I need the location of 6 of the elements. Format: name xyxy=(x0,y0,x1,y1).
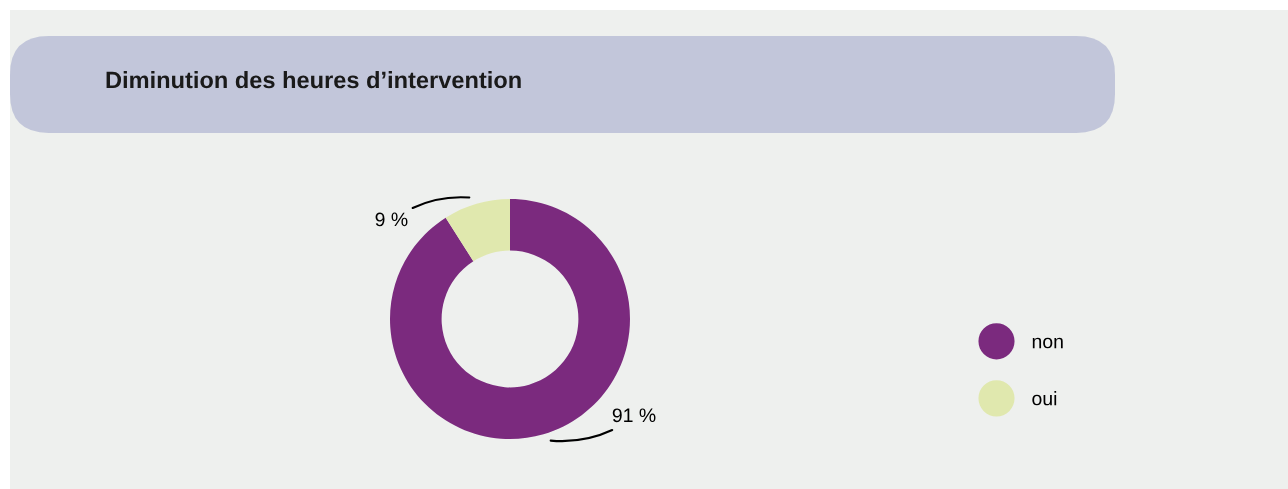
legend-label: oui xyxy=(1032,391,1057,406)
data-label: 91 % xyxy=(612,408,656,423)
chart-title: Diminution des heures d’intervention xyxy=(106,71,521,89)
data-label: 9 % xyxy=(375,212,408,227)
donut-slice xyxy=(445,199,510,262)
legend-label: non xyxy=(1032,337,1063,349)
